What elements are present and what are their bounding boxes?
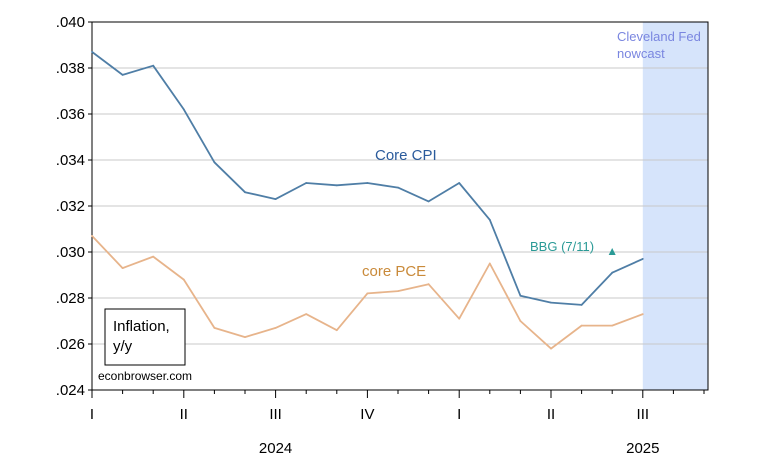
core-cpi-point [366,182,369,184]
y-tick-label: .024 [56,382,85,399]
core-pce-point [580,324,583,327]
bbg-label: BBG (7/11) [530,239,594,254]
y-tick-label: .040 [56,14,85,31]
core-pce-point [550,347,552,350]
core-pce-point [213,327,216,329]
core-cpi-point [213,161,216,164]
y-tick-label: .034 [56,152,85,169]
core-cpi-point [244,191,246,194]
y-tick-label: .036 [56,106,85,123]
grid-lines [92,67,708,345]
y-tick-label: .028 [56,290,85,307]
core-pce-point [274,327,277,329]
core-pce-point [397,290,399,292]
x-quarter-label: IV [360,406,374,423]
nowcast-label-line2: nowcast [617,46,665,61]
legend-line2: y/y [113,338,133,355]
core-pce-point [427,283,430,286]
core-pce-point [366,292,369,295]
core-pce-point [519,320,522,322]
core-cpi-point [121,74,124,76]
core-cpi-point [488,218,491,221]
core-pce-point [182,278,185,281]
y-tick-label: .032 [56,198,85,215]
x-axis-ticks [91,390,705,398]
core-cpi-point [458,182,461,184]
core-pce-point [458,317,461,320]
y-tick-label: .030 [56,244,85,261]
core-cpi-point [182,108,185,111]
core-pce-point [305,313,308,315]
markers [608,248,616,255]
core-cpi-point [397,186,399,189]
core-cpi-label: Core CPI [375,147,437,164]
core-cpi-point [611,271,614,274]
nowcast-label-line1: Cleveland Fed [617,29,701,44]
source-note: econbrowser.com [98,369,192,383]
core-pce-point [91,235,93,237]
core-cpi-point [519,294,522,297]
legend-line1: Inflation, [113,318,170,335]
x-year-label: 2025 [626,440,659,457]
core-pce-label: core PCE [362,263,426,280]
core-cpi-point [427,200,430,203]
core-pce-point [152,255,155,258]
x-quarter-label: III [637,406,650,423]
core-cpi-point [641,258,644,260]
core-pce-point [641,313,644,315]
x-quarter-label: II [180,406,188,423]
x-quarter-label: I [90,406,94,423]
y-tick-label: .026 [56,336,85,353]
core-cpi-point [305,182,308,184]
core-cpi-point [152,64,155,67]
x-year-label: 2024 [259,440,292,457]
core-cpi-point [335,184,338,187]
core-pce-point [121,267,124,269]
series-lines [91,51,644,350]
x-quarter-label: III [269,406,282,423]
core-cpi-point [580,304,583,306]
x-quarter-label: I [457,406,461,423]
core-pce-point [244,336,246,338]
y-axis-ticks: .024 .026 .028 .030 .032 .034 .036 .038 .040 [56,14,92,399]
core-cpi-point [550,301,552,304]
core-pce-point [488,262,491,265]
core-cpi-point [274,198,277,201]
y-tick-label: .038 [56,60,85,77]
bbg-marker [608,248,616,255]
core-pce-point [335,329,338,332]
x-quarter-label: II [547,406,555,423]
core-cpi-point [91,51,93,53]
legend-box [104,308,186,366]
core-pce-point [611,324,614,327]
